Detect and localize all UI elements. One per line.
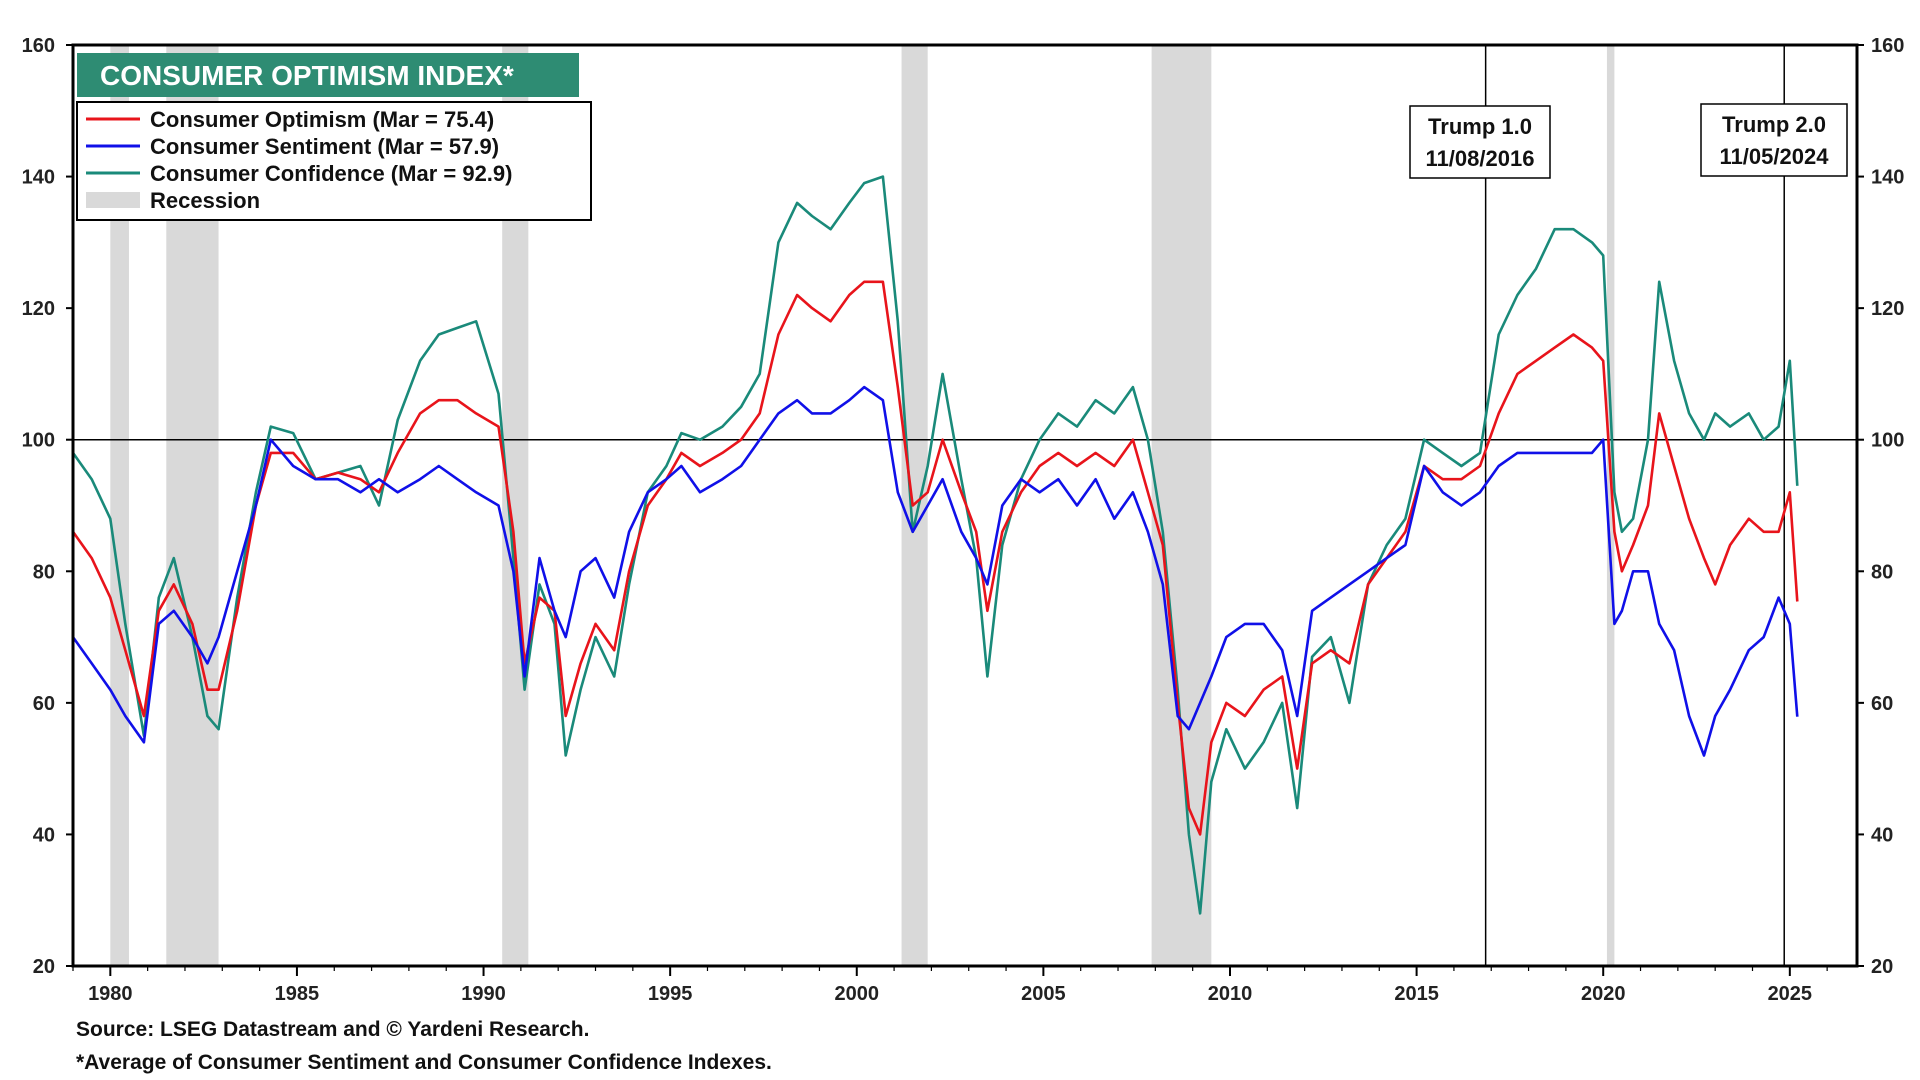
annotation-date-trump-1: 11/08/2016: [1426, 146, 1535, 171]
recession-band-0: [110, 45, 129, 966]
y-tick-label-left-20: 20: [33, 956, 55, 978]
y-tick-label-left-160: 160: [22, 35, 55, 57]
y-tick-label-left-140: 140: [22, 167, 55, 189]
x-tick-label-1985: 1985: [275, 983, 320, 1005]
recession-band-5: [1606, 45, 1615, 966]
annotation-label-trump-2: Trump 2.0: [1722, 112, 1826, 137]
legend-box: [76, 101, 592, 221]
annotation-box-trump-1: [1409, 105, 1551, 179]
recession-bands: [110, 45, 1615, 966]
series-consumer-optimism: [71, 280, 1799, 836]
legend-swatch-recession: [86, 192, 140, 208]
x-tick-label-2015: 2015: [1394, 983, 1439, 1005]
y-tick-label-left-100: 100: [22, 430, 55, 452]
annotation-trump-1: Trump 1.0 11/08/2016: [1409, 105, 1551, 179]
legend-label-recession: Recession: [150, 188, 260, 213]
y-tick-label-left-60: 60: [33, 693, 55, 715]
recession-band-4: [1151, 45, 1212, 966]
y-tick-label-right-120: 120: [1871, 298, 1904, 320]
source-note: Source: LSEG Datastream and © Yardeni Re…: [76, 1018, 590, 1041]
chart-title: CONSUMER OPTIMISM INDEX*: [100, 60, 514, 91]
legend-label-confidence: Consumer Confidence (Mar = 92.9): [150, 161, 512, 186]
title-box: [77, 53, 579, 97]
y-tick-label-right-140: 140: [1871, 167, 1904, 189]
series-lines: [71, 175, 1799, 915]
x-tick-label-2010: 2010: [1208, 983, 1253, 1005]
legend-entry-confidence: Consumer Confidence (Mar = 92.9): [86, 161, 512, 186]
x-tick-label-2025: 2025: [1768, 983, 1813, 1005]
annotation-lines: [1484, 45, 1785, 966]
y-tick-label-right-80: 80: [1871, 561, 1893, 583]
annotation-date-trump-2: 11/05/2024: [1720, 144, 1830, 169]
x-tick-label-1990: 1990: [461, 983, 506, 1005]
x-tick-label-2020: 2020: [1581, 983, 1626, 1005]
footnote: *Average of Consumer Sentiment and Consu…: [76, 1051, 772, 1074]
y-tick-label-right-20: 20: [1871, 956, 1893, 978]
y-tick-label-left-80: 80: [33, 561, 55, 583]
x-tick-label-2005: 2005: [1021, 983, 1066, 1005]
y-tick-label-left-120: 120: [22, 298, 55, 320]
legend-label-sentiment: Consumer Sentiment (Mar = 57.9): [150, 134, 499, 159]
x-tick-label-2000: 2000: [835, 983, 880, 1005]
series-consumer-sentiment: [71, 385, 1799, 757]
annotation-box-trump-2: [1700, 103, 1848, 177]
series-consumer-confidence: [71, 175, 1799, 915]
legend-entry-optimism: Consumer Optimism (Mar = 75.4): [86, 107, 494, 132]
y-tick-label-right-100: 100: [1871, 430, 1904, 452]
plot-frame: [71, 43, 1859, 968]
y-tick-label-right-60: 60: [1871, 693, 1893, 715]
y-tick-label-left-40: 40: [33, 824, 55, 846]
annotation-label-trump-1: Trump 1.0: [1428, 114, 1532, 139]
x-tick-label-1980: 1980: [88, 983, 133, 1005]
y-tick-label-right-160: 160: [1871, 35, 1904, 57]
annotation-trump-2: Trump 2.0 11/05/2024: [1700, 103, 1848, 177]
legend-label-optimism: Consumer Optimism (Mar = 75.4): [150, 107, 494, 132]
legend-entry-sentiment: Consumer Sentiment (Mar = 57.9): [86, 134, 499, 159]
x-tick-label-1995: 1995: [648, 983, 693, 1005]
legend-entry-recession: Recession: [86, 188, 260, 213]
y-tick-label-right-40: 40: [1871, 824, 1893, 846]
